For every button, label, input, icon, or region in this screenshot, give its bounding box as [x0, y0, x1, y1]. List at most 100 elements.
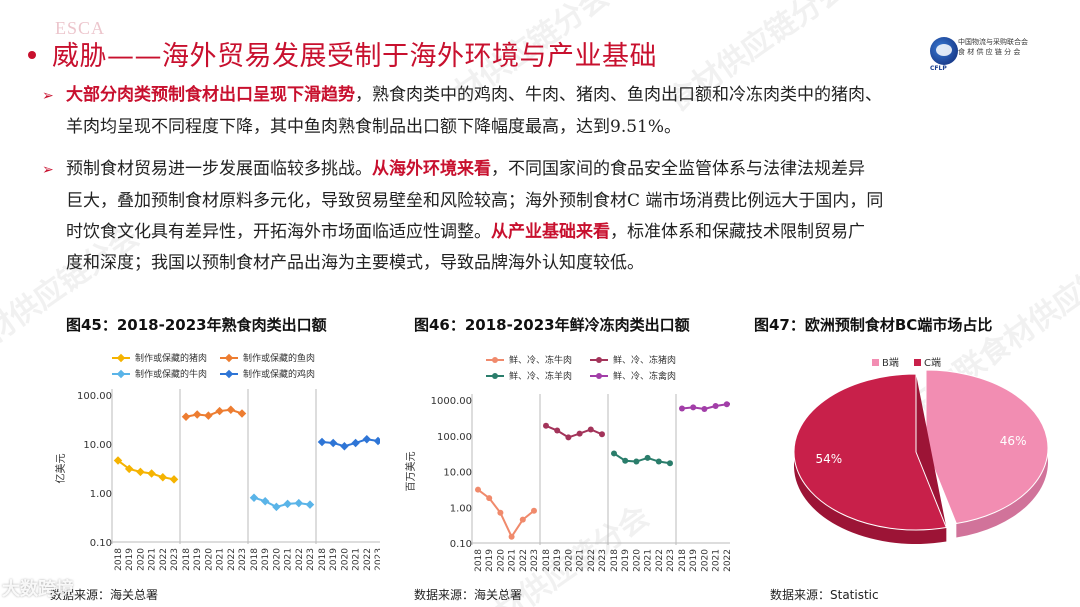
data-point [147, 469, 156, 478]
corner-mark: ESCA [55, 18, 106, 38]
data-point [181, 412, 191, 421]
x-tick-label: 2022 [587, 549, 597, 572]
data-point [340, 441, 349, 451]
x-tick-label: 2018 [610, 549, 620, 572]
legend-label: 鲜、冷、冻羊肉 [509, 370, 572, 382]
x-tick-label: 2020 [496, 549, 506, 572]
x-tick-label: 2021 [712, 549, 722, 572]
legend-label: 制作或保藏的猪肉 [135, 352, 207, 364]
legend-marker [116, 353, 126, 363]
legend-item: 制作或保藏的鱼肉 [220, 352, 315, 364]
y-tick-label: 100.00 [77, 391, 112, 402]
data-point [667, 460, 673, 467]
x-tick-label: 2018 [250, 548, 260, 571]
x-tick-label: 2020 [204, 548, 214, 571]
x-tick-label: 2023 [666, 549, 676, 572]
legend-label: 鲜、冷、冻禽肉 [613, 370, 676, 382]
data-point [317, 437, 327, 447]
organization-logo: 中国物流与采购联合会 食 材 供 应 链 分 会 CFLP [930, 33, 1050, 72]
legend-marker [914, 359, 921, 366]
x-tick-label: 2018 [474, 549, 484, 572]
highlight-text: 从海外环境来看 [372, 159, 491, 179]
data-point [519, 516, 526, 523]
x-tick-label: 2022 [227, 548, 237, 571]
x-tick-label: 2021 [148, 548, 158, 571]
data-point [576, 430, 583, 437]
x-tick-label: 2022 [295, 548, 305, 571]
y-tick-label: 1000.00 [431, 396, 472, 407]
chart45-title: 图45：2018-2023年熟食肉类出口额 [66, 316, 327, 334]
data-point [351, 438, 360, 448]
highlight-text: 从产业基础来看 [491, 222, 610, 242]
highlight-text: 大部分肉类预制食材出口呈现下滑趋势 [66, 85, 355, 105]
data-point [249, 493, 259, 502]
body-text: 度和深度；我国以预制食材产品出海为主要模式，导致品牌海外认知度较低。 [66, 253, 644, 273]
chart47-source: 数据来源：Statistic [770, 588, 879, 602]
x-tick-label: 2023 [306, 548, 316, 571]
body-text: ，标准体系和保藏技术限制贸易广 [610, 222, 865, 242]
x-tick-label: 2021 [284, 548, 294, 571]
x-tick-label: 2018 [114, 548, 124, 571]
x-tick-label: 2021 [576, 549, 586, 572]
x-tick-label: 2019 [689, 549, 699, 572]
x-tick-label: 2022 [723, 549, 730, 572]
data-label: 54% [816, 452, 843, 466]
data-point [655, 458, 662, 465]
data-point [294, 498, 304, 508]
legend-label: 制作或保藏的鱼肉 [243, 352, 315, 364]
data-point [486, 495, 493, 502]
data-point [633, 458, 640, 465]
series-line [477, 488, 535, 539]
data-point [260, 496, 270, 506]
x-tick-label: 2021 [216, 548, 226, 571]
x-tick-label: 2023 [530, 549, 540, 572]
y-tick-label: 0.10 [90, 538, 112, 549]
data-point [328, 438, 338, 448]
body-text: 预制食材贸易进一步发展面临较多挑战。 [66, 159, 372, 179]
data-point [712, 402, 719, 409]
x-tick-label: 2022 [363, 548, 373, 571]
x-tick-label: 2020 [632, 549, 642, 572]
data-point [226, 405, 236, 414]
legend-item: 制作或保藏的鸡肉 [220, 368, 315, 380]
data-point [373, 436, 380, 446]
data-point [508, 533, 515, 540]
x-tick-label: 2018 [542, 549, 552, 572]
data-point [136, 467, 145, 477]
paragraph-2: ➢ 预制食材贸易进一步发展面临较多挑战。从海外环境来看，不同国家间的食品安全监管体… [42, 154, 1052, 279]
data-point [543, 422, 549, 429]
legend-label: B端 [882, 356, 899, 369]
data-point [283, 499, 292, 509]
arrow-icon: ➢ [42, 162, 54, 178]
legend-marker [224, 353, 234, 363]
x-tick-label: 2022 [519, 549, 529, 572]
data-point [587, 426, 594, 433]
legend-marker [492, 373, 498, 379]
logo-icon [930, 37, 958, 65]
legend-item: 鲜、冷、冻牛肉 [486, 354, 572, 366]
x-tick-label: 2021 [508, 549, 518, 572]
data-point [701, 406, 708, 413]
data-point [531, 507, 537, 514]
data-point [475, 486, 481, 493]
data-point [599, 431, 605, 438]
logo-abbr: CFLP [930, 65, 947, 72]
data-point [204, 411, 213, 420]
x-tick-label: 2018 [678, 549, 688, 572]
x-tick-label: 2023 [170, 548, 180, 571]
pie-slice [793, 373, 948, 531]
logo-line1: 中国物流与采购联合会 [958, 38, 1028, 46]
legend-label: 制作或保藏的鸡肉 [243, 368, 315, 380]
data-point [158, 472, 168, 482]
data-point [565, 434, 572, 441]
legend-marker [596, 373, 602, 379]
page-title: 威胁——海外贸易发展受制于海外环境与产业基础 [52, 41, 657, 72]
data-label: 46% [1000, 434, 1027, 448]
legend-label: 鲜、冷、冻牛肉 [509, 354, 572, 366]
body-text: 巨大，叠加预制食材原料多元化，导致贸易壁垒和风险较高；海外预制食材C 端市场消费… [66, 191, 884, 211]
legend-item: 制作或保藏的猪肉 [112, 352, 207, 364]
legend-marker [116, 369, 126, 379]
x-tick-label: 2020 [340, 548, 350, 571]
x-tick-label: 2019 [553, 549, 563, 572]
